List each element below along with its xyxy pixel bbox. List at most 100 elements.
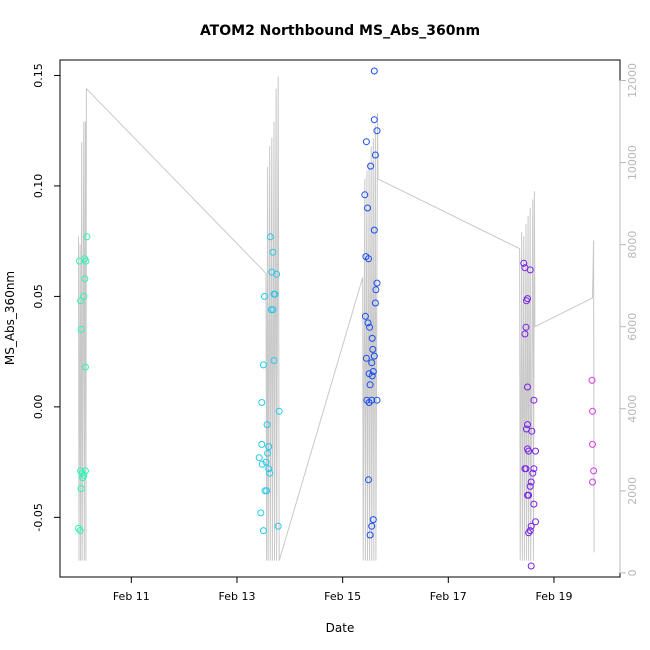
data-point <box>526 482 534 490</box>
plot-frame <box>59 59 621 578</box>
data-point <box>372 286 380 294</box>
data-point <box>257 509 265 517</box>
x-tick-label: Feb 13 <box>218 590 255 603</box>
data-point <box>522 323 530 331</box>
data-point <box>266 469 274 477</box>
data-point <box>262 458 270 466</box>
data-point <box>373 279 381 287</box>
y2-tick-label: 10000 <box>626 145 639 180</box>
data-point <box>524 421 531 429</box>
data-point <box>367 162 375 170</box>
data-point <box>255 454 263 462</box>
data-point <box>269 248 277 256</box>
data-point <box>527 478 535 486</box>
data-point <box>369 516 377 524</box>
data-point <box>525 447 533 455</box>
data-point <box>365 476 372 484</box>
y2-tick-label: 4000 <box>626 395 639 423</box>
data-point <box>264 449 272 457</box>
data-point <box>265 465 273 473</box>
y-tick-label: 0.10 <box>32 174 45 199</box>
data-point <box>589 407 596 415</box>
y2-tick-label: 2000 <box>626 477 639 505</box>
data-point <box>521 330 529 338</box>
data-point <box>370 226 378 234</box>
data-point <box>364 319 372 327</box>
data-point <box>524 295 531 303</box>
data-point <box>261 292 268 300</box>
x-axis-label: Date <box>326 621 355 635</box>
data-point <box>368 372 376 380</box>
data-point <box>77 326 85 333</box>
data-point <box>258 440 266 448</box>
data-point <box>532 518 539 526</box>
data-point <box>271 290 279 298</box>
y-tick-label: 0.15 <box>32 63 45 88</box>
data-point <box>76 527 84 535</box>
data-point <box>258 460 266 468</box>
data-point <box>368 359 376 367</box>
data-point <box>365 255 372 263</box>
data-point <box>274 522 282 530</box>
data-point <box>532 447 539 455</box>
x-axis: Feb 11 Feb 13 Feb 15 Feb 17 Feb 19 <box>113 576 572 603</box>
data-point <box>361 191 369 199</box>
data-point <box>525 529 533 537</box>
data-point <box>588 376 596 384</box>
data-point <box>364 204 371 212</box>
data-point <box>263 421 271 429</box>
y2-tick-label: 0 <box>626 569 639 576</box>
data-point <box>526 527 534 535</box>
data-point <box>524 383 531 391</box>
data-point <box>258 399 266 406</box>
data-point <box>525 491 533 499</box>
data-point <box>527 562 535 570</box>
data-point <box>368 396 376 404</box>
data-point <box>373 396 381 404</box>
data-point <box>520 259 528 267</box>
secondary-line-layer <box>78 76 595 561</box>
data-point <box>589 478 596 486</box>
data-point <box>366 531 374 539</box>
data-point <box>80 292 88 300</box>
x-tick-label: Feb 11 <box>113 590 150 603</box>
data-point <box>275 407 283 415</box>
data-point <box>269 306 277 314</box>
data-point <box>589 440 596 448</box>
y2-tick-label: 12000 <box>626 63 639 98</box>
data-point <box>81 275 89 283</box>
data-point <box>370 116 378 124</box>
data-point <box>530 396 538 404</box>
data-point <box>526 266 534 274</box>
data-point <box>263 487 271 495</box>
data-point <box>368 522 376 530</box>
y2-tick-label: 6000 <box>626 313 639 341</box>
data-point <box>362 138 370 146</box>
data-point <box>590 467 598 475</box>
y-axis-label: MS_Abs_360nm <box>3 271 17 365</box>
chart-title: ATOM2 Northbound MS_Abs_360nm <box>200 23 480 39</box>
data-point <box>81 363 89 371</box>
data-point <box>77 485 85 493</box>
data-point <box>371 299 379 307</box>
data-point <box>82 257 90 265</box>
data-point <box>363 396 371 404</box>
data-point <box>368 334 376 342</box>
data-point <box>259 361 267 369</box>
x-tick-label: Feb 17 <box>430 590 467 603</box>
y-axis: -0.05 0.00 0.05 0.10 0.15 <box>32 63 61 532</box>
scatter-points-layer <box>75 67 598 570</box>
data-point <box>80 471 88 479</box>
data-point <box>529 469 537 477</box>
data-point <box>75 524 82 532</box>
x-tick-label: Feb 19 <box>535 590 572 603</box>
data-point <box>373 127 381 135</box>
data-point <box>530 500 538 508</box>
data-point <box>81 467 89 475</box>
data-point <box>530 465 538 473</box>
data-point <box>371 151 379 159</box>
data-point <box>369 345 377 353</box>
secondary-series-line <box>78 76 595 561</box>
data-point <box>259 527 267 535</box>
